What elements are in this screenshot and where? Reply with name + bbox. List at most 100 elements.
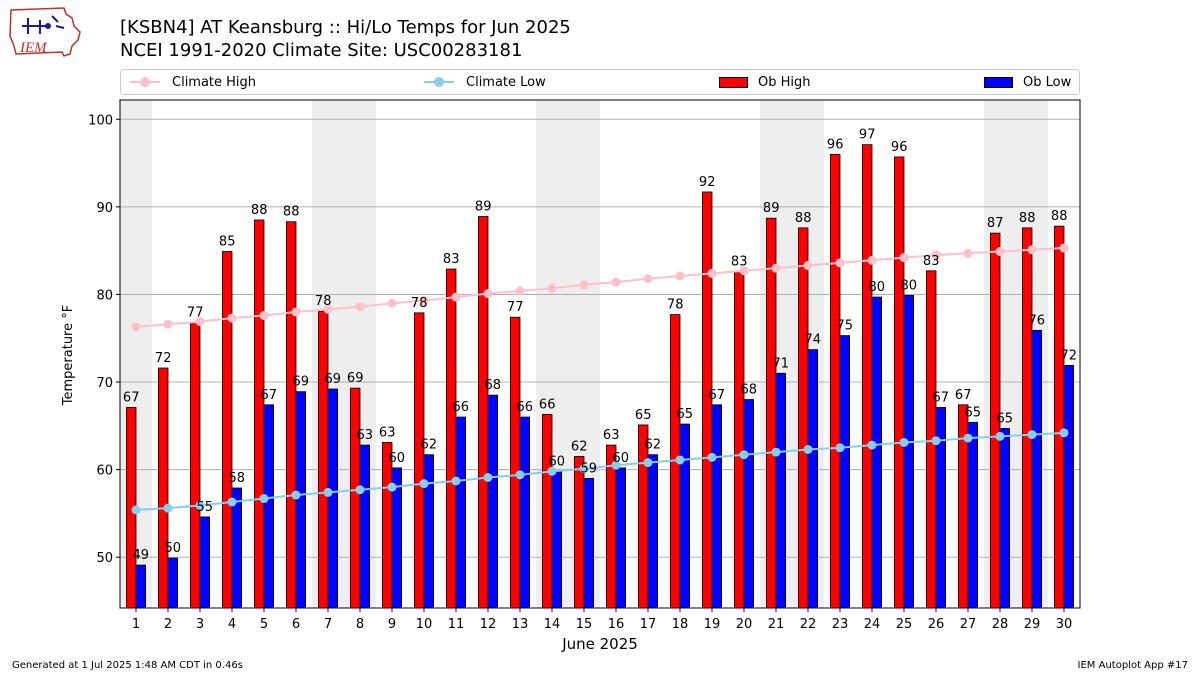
climate-low-point — [963, 433, 973, 443]
ob-high-label: 87 — [987, 216, 1004, 231]
ob-high-label: 78 — [667, 298, 684, 313]
ob-low-label: 50 — [165, 541, 182, 556]
ob-high-label: 67 — [123, 390, 140, 405]
ob-high-label: 89 — [475, 199, 492, 214]
weekend-bands — [120, 100, 1048, 608]
ob-low-label: 62 — [421, 438, 438, 453]
x-tick-label: 21 — [768, 617, 785, 632]
climate-low-point — [1027, 430, 1037, 440]
ob-high-label: 88 — [1019, 211, 1036, 226]
climate-low-point — [323, 487, 333, 497]
iem-logo: IEM — [9, 7, 81, 57]
x-tick-label: 4 — [228, 617, 236, 632]
ob-high-bar — [285, 221, 297, 609]
ob-high-label: 83 — [443, 252, 460, 267]
ob-low-bar — [519, 416, 531, 609]
x-tick-label: 17 — [640, 617, 657, 632]
x-tick-label: 25 — [896, 617, 913, 632]
ob-low-bar — [679, 423, 691, 609]
ob-low-bar — [839, 335, 851, 609]
ob-high-bar — [798, 227, 809, 609]
ob-high-label: 96 — [827, 137, 844, 152]
ob-low-label: 69 — [325, 372, 342, 387]
ob-low-bar — [551, 470, 563, 609]
ob-low-label: 66 — [517, 400, 534, 415]
ob-low-bar — [903, 294, 915, 609]
ob-low-bar — [135, 564, 147, 609]
ob-low-bar — [871, 296, 883, 609]
ob-low-label: 63 — [357, 428, 374, 443]
ob-low-label: 66 — [453, 400, 470, 415]
legend-label-climate-low: Climate Low — [466, 74, 546, 90]
ob-low-bar — [263, 404, 275, 609]
logo-text: IEM — [19, 40, 48, 56]
x-tick-label: 20 — [736, 617, 753, 632]
x-tick-label: 27 — [960, 617, 977, 632]
ob-high-label: 69 — [347, 371, 364, 386]
climate-high-point — [771, 263, 781, 273]
ob-high-label: 65 — [635, 408, 652, 423]
x-tick-label: 30 — [1056, 617, 1073, 632]
climate-lines — [131, 243, 1069, 515]
climate-low-point — [611, 460, 621, 470]
ob-high-label: 78 — [315, 294, 332, 309]
climate-high-point — [387, 298, 397, 308]
ob-high-label: 83 — [923, 254, 940, 269]
climate-low-point — [259, 494, 269, 504]
ob-low-label: 67 — [709, 388, 726, 403]
climate-high-point — [675, 271, 685, 281]
ob-high-label: 88 — [1051, 209, 1068, 224]
ob-low-bar — [807, 349, 819, 609]
ob-high-bar — [253, 219, 265, 609]
ob-low-label: 60 — [549, 454, 566, 469]
ob-low-label: 67 — [933, 390, 950, 405]
climate-high-point — [163, 319, 173, 329]
ob-low-bar — [1063, 364, 1075, 609]
ob-low-bar — [423, 454, 435, 609]
legend-label-climate-high: Climate High — [172, 74, 257, 90]
climate-high-point — [803, 261, 813, 271]
x-tick-label: 10 — [416, 617, 433, 632]
x-tick-label: 9 — [388, 617, 396, 632]
legend-item-climate-low: Climate Low — [424, 70, 546, 94]
climate-high-point — [355, 302, 365, 312]
ob-low-bar — [647, 454, 659, 609]
climate-low-point — [643, 458, 653, 468]
climate-low-point — [131, 505, 141, 515]
app-id: IEM Autoplot App #17 — [1077, 660, 1188, 671]
climate-high-line — [135, 247, 1065, 328]
climate-high-point — [931, 250, 941, 260]
climate-high-point — [1027, 245, 1037, 255]
ob-low-label: 60 — [389, 451, 406, 466]
ob-high-bar — [766, 217, 777, 609]
x-tick-label: 16 — [608, 617, 625, 632]
climate-low-point — [867, 440, 877, 450]
ob-high-bar — [830, 153, 841, 609]
climate-high-point — [835, 258, 845, 268]
chart-legend: Climate High Climate Low Ob High Ob Low — [120, 69, 1080, 95]
climate-high-point — [963, 248, 973, 258]
x-tick-label: 24 — [864, 617, 881, 632]
climate-low-point — [227, 497, 237, 507]
weather-station-icon — [22, 15, 65, 34]
climate-low-point — [419, 479, 429, 489]
y-tick-label: 70 — [96, 376, 113, 391]
ob-low-bar — [999, 428, 1011, 609]
climate-high-point — [611, 277, 621, 287]
x-tick-label: 11 — [448, 617, 465, 632]
ob-high-bar — [1054, 225, 1065, 609]
ob-low-swatch — [984, 76, 1013, 88]
climate-low-point — [195, 501, 205, 511]
ob-low-bar — [775, 372, 787, 609]
x-tick-label: 12 — [480, 617, 497, 632]
climate-high-point — [707, 268, 717, 278]
legend-item-climate-high: Climate High — [130, 70, 256, 94]
ob-low-label: 55 — [197, 500, 214, 515]
ob-low-bar — [743, 399, 755, 609]
ob-low-label: 80 — [901, 278, 918, 293]
ob-low-bar — [967, 421, 979, 609]
x-tick-label: 5 — [260, 617, 268, 632]
x-tick-label: 18 — [672, 617, 689, 632]
ob-high-bar — [445, 268, 457, 609]
